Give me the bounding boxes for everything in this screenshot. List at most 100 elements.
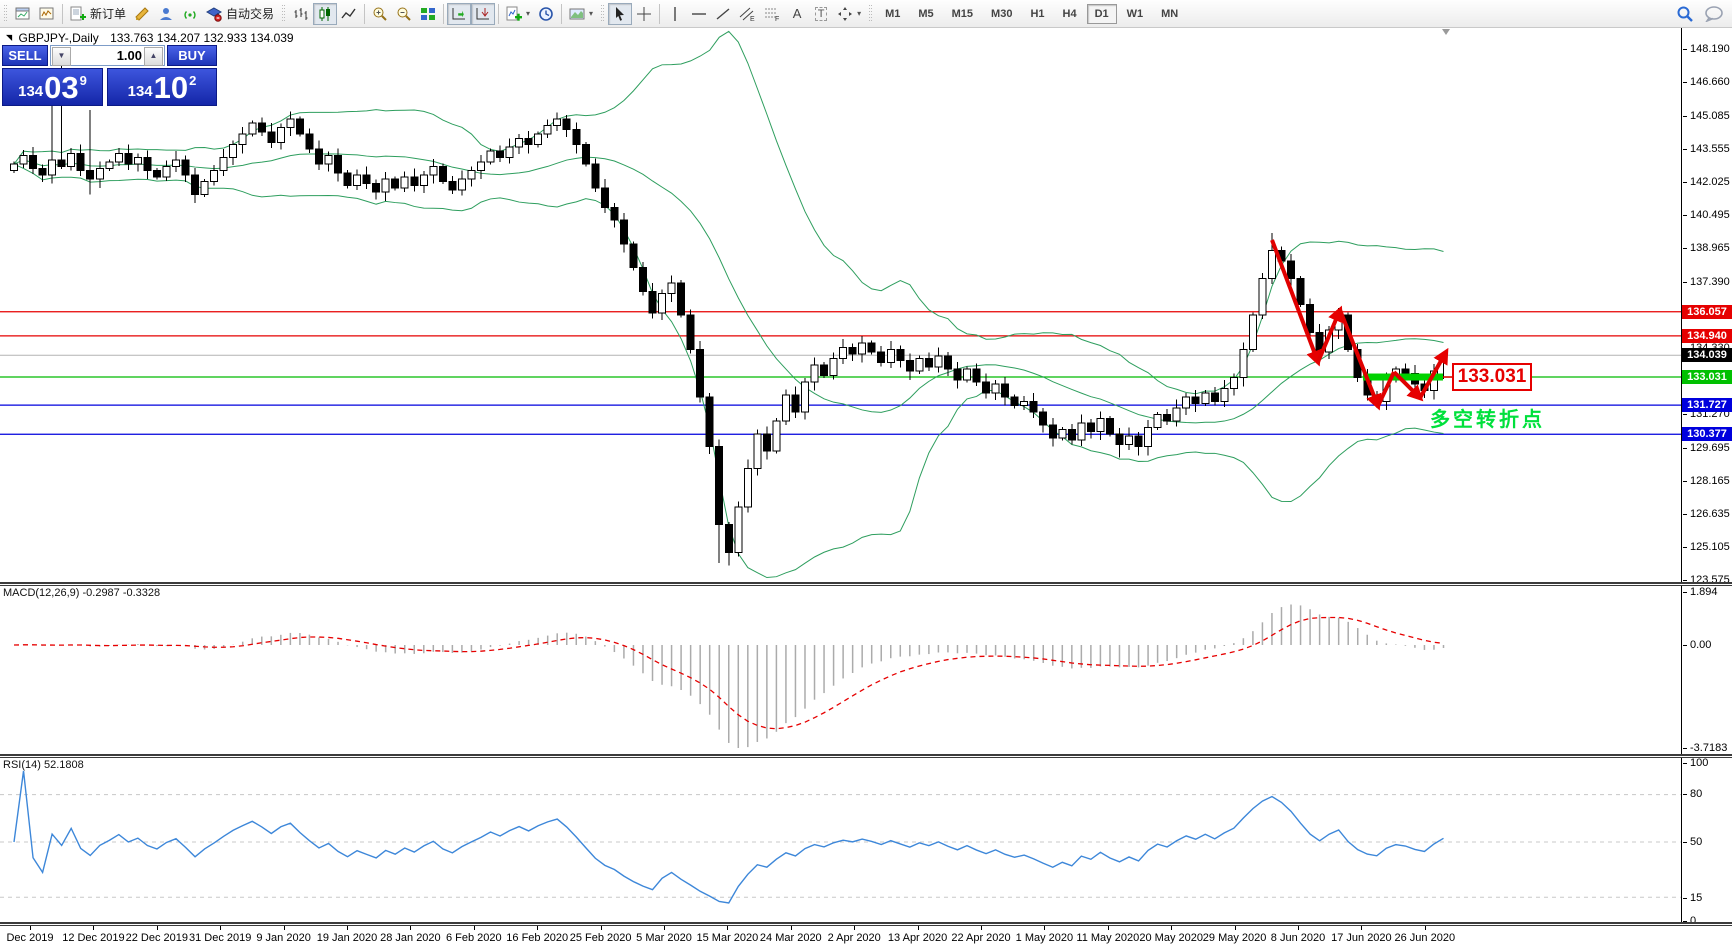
toolbar-grip[interactable] <box>2 3 9 24</box>
candle-bear <box>820 364 829 377</box>
tick-chart-button[interactable] <box>35 3 59 25</box>
candle-bear <box>696 349 705 398</box>
timeframe-button-d1[interactable]: D1 <box>1086 3 1117 24</box>
bar-chart-mode-button[interactable] <box>289 3 313 25</box>
fibonacci-tool-button[interactable]: F <box>760 3 785 25</box>
new-chart-button[interactable] <box>11 3 35 25</box>
trend-zigzag-segment[interactable] <box>1338 309 1382 411</box>
pane-separator[interactable] <box>0 582 1732 586</box>
autotrading-button[interactable]: 自动交易 <box>202 3 278 25</box>
main-chart-canvas[interactable] <box>0 27 1681 583</box>
trendline-tool-button[interactable] <box>711 3 735 25</box>
macd-canvas[interactable] <box>0 586 1681 755</box>
candle-bull <box>19 155 28 165</box>
candle-bull <box>1258 277 1267 316</box>
toolbar-grip[interactable] <box>280 3 288 24</box>
community-button[interactable] <box>154 3 178 25</box>
time-label: 24 Mar 2020 <box>759 932 822 944</box>
new-order-button[interactable]: 新订单 <box>66 3 130 25</box>
candle-bear <box>638 267 647 292</box>
chat-icon[interactable] <box>1704 5 1724 22</box>
arrows-tool-button[interactable]: ▾ <box>833 3 865 25</box>
zoom-out-button[interactable] <box>392 3 416 25</box>
timeframe-button-m15[interactable]: M15 <box>944 4 981 24</box>
toolbar-grip[interactable] <box>599 3 607 24</box>
templates-dropdown-caret[interactable]: ▾ <box>589 9 594 18</box>
price-level-box[interactable]: 133.031 <box>1452 363 1532 391</box>
candle-bear <box>76 152 85 172</box>
toolbar-grip[interactable] <box>867 3 875 24</box>
volume-decrease-button[interactable]: ▼ <box>52 47 71 66</box>
timeframe-button-mn[interactable]: MN <box>1153 4 1186 24</box>
signals-button[interactable] <box>178 3 202 25</box>
toolbar-right-group <box>1676 5 1724 23</box>
timeframe-button-w1[interactable]: W1 <box>1119 4 1152 24</box>
indicators-icon <box>506 6 523 21</box>
indicators-button[interactable]: ▾ <box>502 3 534 25</box>
trend-zigzag-segment[interactable] <box>1418 347 1449 399</box>
vertical-line-tool-button[interactable] <box>663 3 687 25</box>
candle-bull <box>886 349 895 364</box>
line-chart-mode-button[interactable] <box>337 3 361 25</box>
trend-zigzag-segment[interactable] <box>1316 305 1344 363</box>
timeframe-button-m5[interactable]: M5 <box>910 4 941 24</box>
channel-tool-button[interactable]: E <box>735 3 760 25</box>
candle-bull <box>105 161 114 169</box>
periods-button[interactable] <box>534 3 558 25</box>
trend-zigzag-segment[interactable] <box>1376 371 1396 407</box>
time-tick <box>854 926 856 930</box>
tile-windows-button[interactable] <box>416 3 440 25</box>
crosshair-tool-button[interactable] <box>632 3 656 25</box>
horizontal-line-tool-button[interactable] <box>687 3 711 25</box>
metaeditor-button[interactable] <box>130 3 154 25</box>
search-icon[interactable] <box>1676 5 1694 23</box>
indicators-dropdown-caret[interactable]: ▾ <box>526 9 531 18</box>
candle-bull <box>95 167 104 180</box>
chart-shift-button[interactable] <box>471 2 496 25</box>
fibonacci-icon: F <box>765 8 779 22</box>
price-tick: 146.660 <box>1683 76 1730 89</box>
time-tick <box>347 926 348 930</box>
timeframe-button-m1[interactable]: M1 <box>877 4 908 24</box>
candle-bear <box>124 152 133 165</box>
templates-button[interactable]: ▾ <box>565 3 597 25</box>
candle-bear <box>343 172 352 187</box>
timeframe-button-m30[interactable]: M30 <box>983 4 1020 24</box>
toolbar-separator <box>659 3 661 24</box>
trend-zigzag-segment[interactable] <box>1392 370 1424 402</box>
candle-bull <box>1153 413 1162 428</box>
sell-price-display[interactable]: 134 03 9 <box>2 68 103 106</box>
crosshair-icon <box>637 6 652 21</box>
pane-separator[interactable] <box>0 754 1732 758</box>
candle-bull <box>1220 387 1229 402</box>
turning-point-label[interactable]: 多空转折点 <box>1430 409 1545 431</box>
text-tool-button[interactable]: A <box>785 3 809 25</box>
candle-bear <box>1048 424 1057 439</box>
time-label: 15 Mar 2020 <box>696 932 759 944</box>
support-zone-bar[interactable] <box>1363 373 1443 381</box>
zoom-in-button[interactable] <box>368 3 392 25</box>
candlestick-mode-button[interactable] <box>313 2 338 25</box>
cursor-tool-button[interactable] <box>608 2 633 25</box>
rsi-canvas[interactable] <box>0 758 1681 924</box>
timeframe-button-h1[interactable]: H1 <box>1022 4 1052 24</box>
sell-button[interactable]: SELL <box>2 45 48 66</box>
timeframe-button-h4[interactable]: H4 <box>1055 4 1085 24</box>
time-axis[interactable]: Dec 2019 12 Dec 2019 22 Dec 2019 31 Dec 201… <box>0 926 1732 949</box>
buy-price-display[interactable]: 134 10 2 <box>107 68 217 106</box>
volume-spinner[interactable]: ▼ 1.00 ▲ <box>50 45 165 66</box>
arrows-dropdown-caret[interactable]: ▾ <box>857 9 862 18</box>
buy-button[interactable]: BUY <box>167 45 217 66</box>
candle-bull <box>400 176 409 189</box>
time-tick <box>1361 926 1363 930</box>
text-label-tool-button[interactable]: T <box>809 3 833 25</box>
volume-increase-button[interactable]: ▲ <box>144 47 163 66</box>
time-tick <box>410 926 412 930</box>
candle-bull <box>734 506 743 553</box>
trend-zigzag-segment[interactable] <box>1270 239 1322 367</box>
volume-value[interactable]: 1.00 <box>116 48 142 63</box>
auto-scroll-button[interactable] <box>447 2 472 25</box>
candle-bull <box>534 133 543 146</box>
time-label: 8 Jun 2020 <box>1270 932 1326 944</box>
new-order-label: 新订单 <box>90 7 127 21</box>
